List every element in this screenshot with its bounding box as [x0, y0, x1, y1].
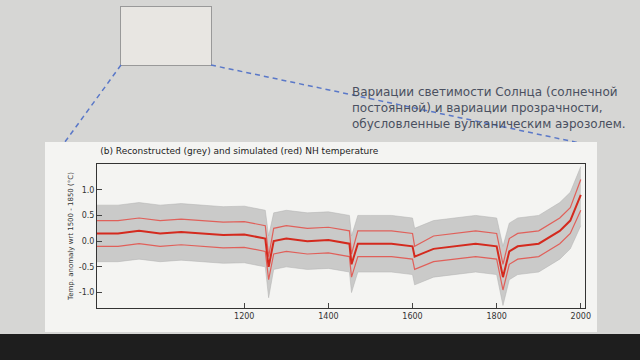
svg-text:2000: 2000 [571, 312, 591, 321]
html-text:Вариации светимости Солнца (со: Вариации светимости Солнца (солнечной по… [352, 85, 626, 131]
svg-text:-1.0: -1.0 [79, 288, 95, 297]
svg-text:1.0: 1.0 [82, 186, 95, 195]
svg-text:0.0: 0.0 [82, 237, 95, 246]
svg-text:1200: 1200 [234, 312, 254, 321]
svg-text:(b) Reconstructed (grey) and s: (b) Reconstructed (grey) and simulated (… [100, 146, 378, 156]
svg-text:1600: 1600 [402, 312, 422, 321]
svg-text:1400: 1400 [318, 312, 338, 321]
svg-text:1800: 1800 [486, 312, 506, 321]
svg-text:0.5: 0.5 [82, 211, 95, 220]
svg-text:Temp. anomaly wrt 1500 - 1850: Temp. anomaly wrt 1500 - 1850 (°C) [67, 172, 75, 301]
svg-text:-0.5: -0.5 [79, 263, 95, 272]
